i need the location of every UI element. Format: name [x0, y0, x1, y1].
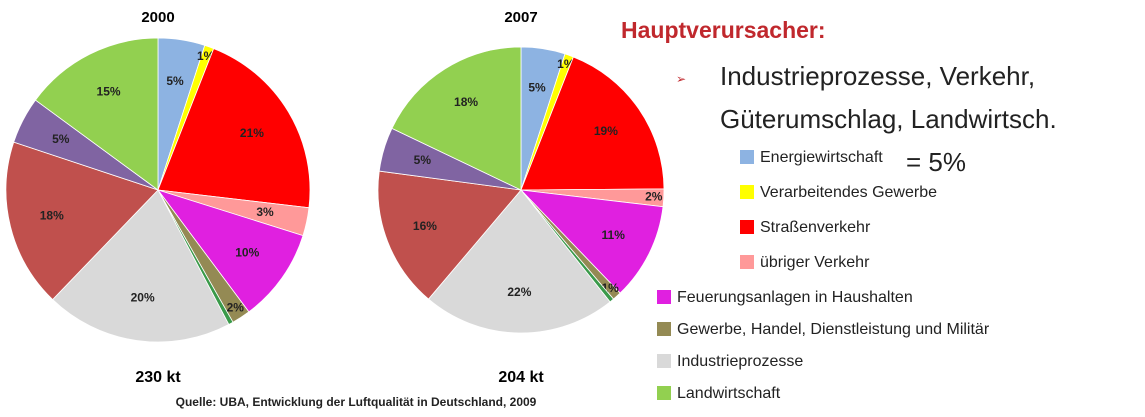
bullet-text: Industrieprozesse, Verkehr,	[720, 61, 1035, 91]
pie-slice	[156, 189, 304, 313]
legend-swatch	[740, 185, 754, 199]
pie-title: 2000	[141, 9, 174, 26]
slice-label: 2%	[645, 189, 663, 203]
pie-total: 204 kt	[498, 369, 544, 386]
slice-label: 5%	[528, 80, 546, 94]
legend-swatch	[740, 255, 754, 269]
slice-label: 20%	[131, 291, 155, 305]
slice-label: 5%	[414, 153, 432, 167]
slice-label: 19%	[594, 124, 618, 138]
legend-label: Feuerungsanlagen in Haushalten	[677, 289, 913, 306]
legend-swatch	[657, 290, 671, 304]
legend-label: Industrieprozesse	[677, 353, 803, 370]
legend-swatch	[657, 354, 671, 368]
pie-slice	[519, 189, 664, 294]
bullet-text: Güterumschlag, Landwirtsch.	[720, 104, 1057, 134]
pie-slice	[34, 37, 159, 191]
slice-label: 10%	[235, 246, 259, 260]
legend-label: Verarbeitendes Gewerbe	[760, 184, 937, 201]
pie-slice	[427, 189, 611, 334]
heading: Hauptverursacher:	[621, 17, 826, 43]
legend-swatch	[657, 386, 671, 400]
slice-label: 22%	[507, 285, 531, 299]
slice-label: 18%	[454, 95, 478, 109]
pie-slice	[391, 46, 522, 191]
pie-slice	[377, 170, 522, 300]
bullet-marker: ➢	[676, 72, 686, 86]
slice-label: 2%	[227, 301, 245, 315]
slice-label: 5%	[52, 132, 70, 146]
slice-label: 21%	[240, 126, 264, 140]
pie-total: 230 kt	[135, 369, 181, 386]
slice-label: 18%	[40, 208, 64, 222]
legend-label: Landwirtschaft	[677, 385, 781, 402]
legend-label: übriger Verkehr	[760, 254, 870, 271]
legend-swatch	[740, 220, 754, 234]
legend-label: Gewerbe, Handel, Dienstleistung und Mili…	[677, 321, 990, 338]
pie-slice	[520, 56, 665, 191]
legend-label: Energiewirtschaft	[760, 149, 883, 166]
slice-label: 15%	[97, 85, 121, 99]
pie-slice	[5, 141, 159, 301]
legend-swatch	[740, 150, 754, 164]
source: Quelle: UBA, Entwicklung der Luftqualitä…	[176, 395, 537, 409]
pie-slice	[157, 48, 311, 209]
slice-label: 16%	[413, 219, 437, 233]
slice-label: 5%	[166, 74, 184, 88]
slice-label: 3%	[256, 205, 274, 219]
slice-label: 11%	[602, 228, 626, 242]
legend-label: Straßenverkehr	[760, 219, 871, 236]
legend-swatch	[657, 322, 671, 336]
note: = 5%	[906, 147, 966, 177]
pie-slice	[52, 189, 230, 343]
pie-title: 2007	[504, 9, 537, 26]
